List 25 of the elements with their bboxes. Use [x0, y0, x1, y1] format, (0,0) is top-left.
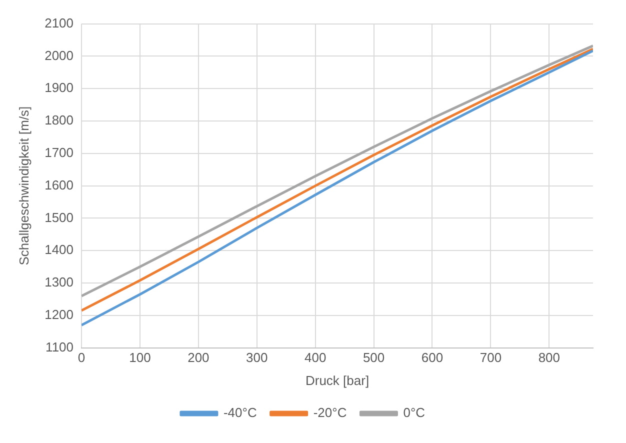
y-tick-label: 1200 — [44, 306, 74, 322]
legend-label: 0°C — [403, 405, 426, 420]
y-tick-label: 1300 — [44, 274, 74, 290]
x-tick-label: 400 — [304, 350, 326, 366]
y-axis-title: Schallgeschwindigkeit [m/s] — [16, 106, 32, 266]
y-tick-label: 1500 — [44, 210, 74, 225]
x-axis-title: Druck [bar] — [305, 372, 370, 388]
x-tick-label: 0 — [78, 350, 86, 366]
y-tick-label: 2000 — [44, 48, 74, 63]
y-tick-label: 1400 — [44, 242, 74, 258]
y-tick-label: 1800 — [44, 112, 74, 128]
x-tick-label: 200 — [188, 350, 210, 366]
y-tick-label: 1700 — [44, 144, 74, 160]
x-tick-label: 300 — [246, 350, 268, 366]
x-tick-label: 600 — [421, 350, 444, 366]
x-tick-label: 100 — [129, 350, 151, 366]
x-tick-label: 500 — [362, 350, 385, 366]
y-tick-label: 1100 — [46, 339, 74, 354]
legend-label: -40°C — [223, 405, 257, 420]
y-tick-label: 2100 — [44, 15, 74, 30]
x-tick-label: 700 — [480, 350, 502, 366]
y-tick-label: 1600 — [44, 177, 74, 192]
legend-label: -20°C — [313, 405, 347, 420]
y-tick-label: 1900 — [44, 80, 74, 96]
x-tick-label: 800 — [538, 350, 560, 366]
